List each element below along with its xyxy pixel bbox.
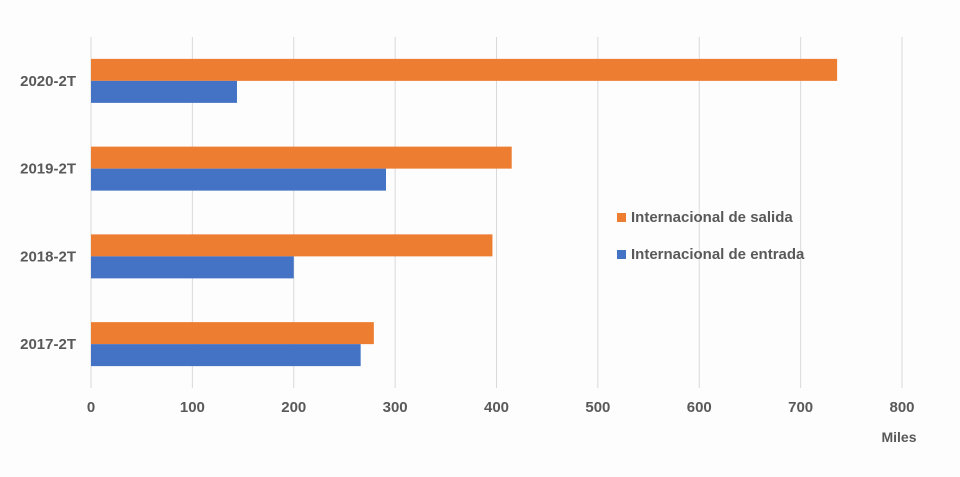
x-tick-label: 800 (889, 399, 914, 416)
x-tick-label: 0 (87, 399, 95, 416)
x-tick-label: 300 (383, 399, 408, 416)
legend-label: Internacional de entrada (631, 246, 805, 263)
x-tick-label: 600 (687, 399, 712, 416)
bar-salida (91, 146, 512, 169)
bar-entrada (91, 80, 237, 103)
legend-swatch (617, 250, 626, 259)
y-axis-categories: 2020-2T 2019-2T 2018-2T 2017-2T (20, 73, 76, 353)
category-label: 2018-2T (20, 248, 76, 265)
bar-salida (91, 322, 374, 345)
x-tick-label: 500 (585, 399, 610, 416)
legend-swatch (617, 213, 626, 222)
x-tick-label: 400 (484, 399, 509, 416)
legend-label: Internacional de salida (631, 209, 793, 226)
bars (91, 58, 838, 367)
x-axis: 0 100 200 300 400 500 600 700 800 (87, 399, 915, 416)
bar-salida (91, 234, 493, 257)
category-label: 2017-2T (20, 336, 76, 353)
bar-entrada (91, 256, 294, 279)
category-label: 2019-2T (20, 161, 76, 178)
bar-salida (91, 58, 838, 81)
bar-entrada (91, 168, 387, 191)
x-tick-label: 100 (180, 399, 205, 416)
category-label: 2020-2T (20, 73, 76, 90)
x-axis-label: Miles (881, 429, 916, 445)
legend: Internacional de salida Internacional de … (617, 209, 805, 263)
bar-entrada (91, 344, 361, 367)
x-tick-label: 200 (281, 399, 306, 416)
x-tick-label: 700 (788, 399, 813, 416)
